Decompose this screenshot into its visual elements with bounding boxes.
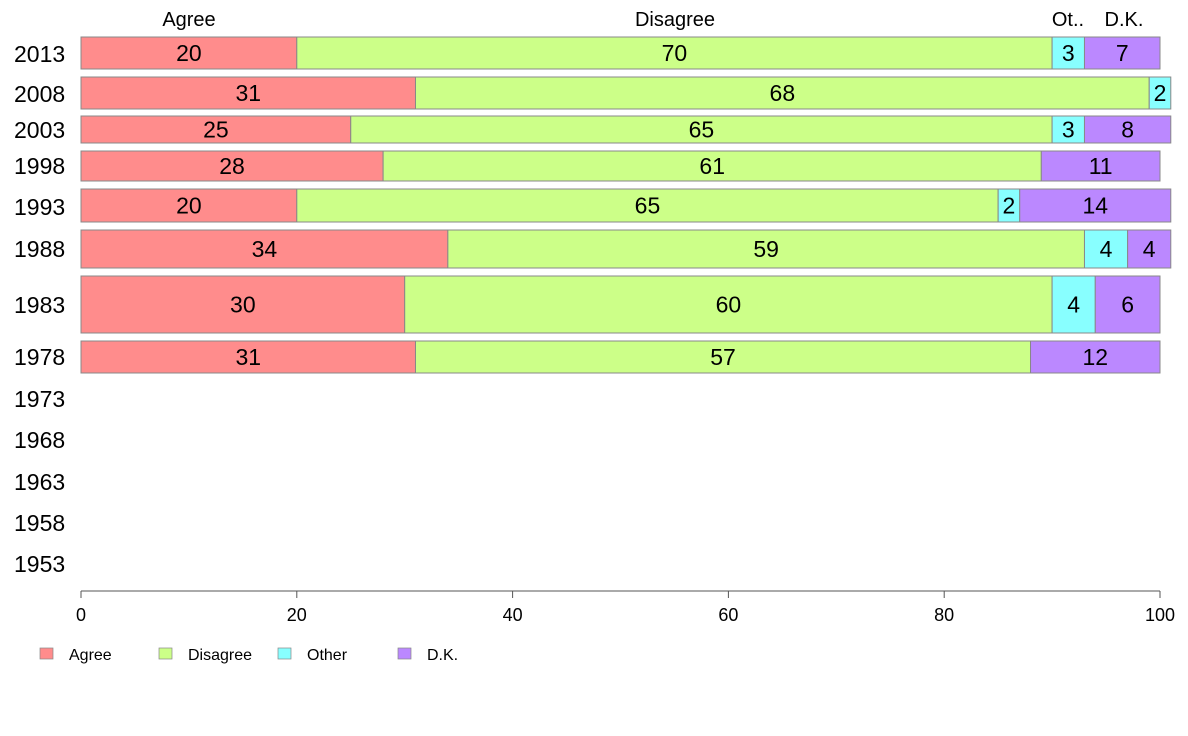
y-tick-label: 1963 [14,469,65,495]
bar-disagree-1988 [447,229,1085,269]
bar-other-2008 [1148,76,1172,110]
column-header-2: Disagree [635,9,715,31]
column-header-1: Agree [162,9,215,31]
bar-agree-2013 [80,36,298,70]
data-label: 61 [699,153,725,179]
data-label: 31 [235,80,261,106]
bar-disagree-2013 [296,36,1053,70]
data-label: 20 [176,40,202,66]
data-label: 68 [770,80,796,106]
column-header-3: Ot.. [1052,9,1084,31]
data-label: 65 [635,193,661,219]
data-label: 11 [1089,153,1113,179]
bar-agree-2008 [80,76,416,110]
data-label: 4 [1100,236,1113,262]
data-label: 28 [219,153,245,179]
data-label: 3 [1062,117,1075,143]
bar-dk-1978 [1030,340,1161,374]
legend: Agree Disagree Other D.K. [39,647,458,664]
bar-agree-1993 [80,188,298,223]
bar-dk-1993 [1019,188,1172,223]
y-tick-label: 1998 [14,153,65,179]
y-tick-label: 1993 [14,194,65,220]
y-tick-label: 1953 [14,551,65,577]
y-tick-label: 1958 [14,510,65,536]
data-label: 7 [1116,40,1129,66]
bar-other-1983 [1051,275,1096,334]
bar-disagree-2008 [414,76,1150,110]
column-header-4: D.K. [1105,9,1144,31]
y-tick-label: 2003 [14,117,65,143]
y-tick-label: 1978 [14,344,65,370]
bar-dk-1988 [1127,229,1172,269]
legend-swatch-agree [39,647,54,660]
data-label: 57 [710,344,736,370]
data-label: 34 [252,236,278,262]
data-label: 2 [1003,193,1016,219]
y-tick-label: 1983 [14,292,65,318]
legend-label: D.K. [427,647,458,664]
bar-disagree-1978 [414,340,1032,374]
legend-swatch-dk [397,647,412,660]
data-label: 4 [1067,292,1080,318]
y-axis-labels: 2013 2008 2003 1998 1993 1988 1983 1978 1973 1968… [14,41,65,577]
data-label: 59 [753,236,779,262]
y-tick-label: 1968 [14,427,65,453]
x-tick-label: 60 [718,605,738,625]
x-tick-label: 100 [1145,605,1175,625]
bar-agree-1998 [80,150,384,182]
legend-swatch-disagree [158,647,173,660]
legend-label: Other [307,647,348,664]
x-axis: 0 20 40 60 80 100 [76,590,1175,625]
data-label: 8 [1121,117,1134,143]
data-label: 2 [1154,80,1167,106]
bar-dk-2013 [1083,36,1161,70]
data-label: 30 [230,292,256,318]
y-tick-label: 2013 [14,41,65,67]
y-tick-label: 1988 [14,236,65,262]
data-label: 12 [1082,344,1108,370]
bars: 20 70 3 7 31 68 2 25 65 3 8 28 61 11 20 65 2 14 34 59 4 4 30 60… [80,36,1172,374]
top-labels: Agree Disagree Ot.. D.K. [162,9,1143,31]
data-label: 14 [1082,193,1108,219]
y-tick-label: 2008 [14,81,65,107]
data-label: 4 [1143,236,1156,262]
bar-agree-1983 [80,275,406,334]
bar-dk-1998 [1040,150,1161,182]
bar-disagree-1993 [296,188,999,223]
bar-other-2013 [1051,36,1085,70]
legend-swatch-other [277,647,292,660]
legend-label: Agree [69,647,112,664]
bar-dk-2003 [1083,115,1172,144]
data-label: 6 [1121,292,1134,318]
y-tick-label: 1973 [14,386,65,412]
x-tick-label: 0 [76,605,86,625]
data-label: 65 [689,117,715,143]
data-label: 20 [176,193,202,219]
data-label: 60 [716,292,742,318]
x-tick-label: 80 [934,605,954,625]
x-tick-label: 20 [287,605,307,625]
data-label: 31 [235,344,261,370]
bar-disagree-1998 [382,150,1042,182]
bar-other-2003 [1051,115,1085,144]
legend-label: Disagree [188,647,252,664]
x-tick-label: 40 [503,605,523,625]
bar-disagree-2003 [350,115,1053,144]
data-label: 25 [203,117,229,143]
bar-dk-1983 [1094,275,1161,334]
data-label: 70 [662,40,688,66]
data-label: 3 [1062,40,1075,66]
bar-agree-1988 [80,229,449,269]
